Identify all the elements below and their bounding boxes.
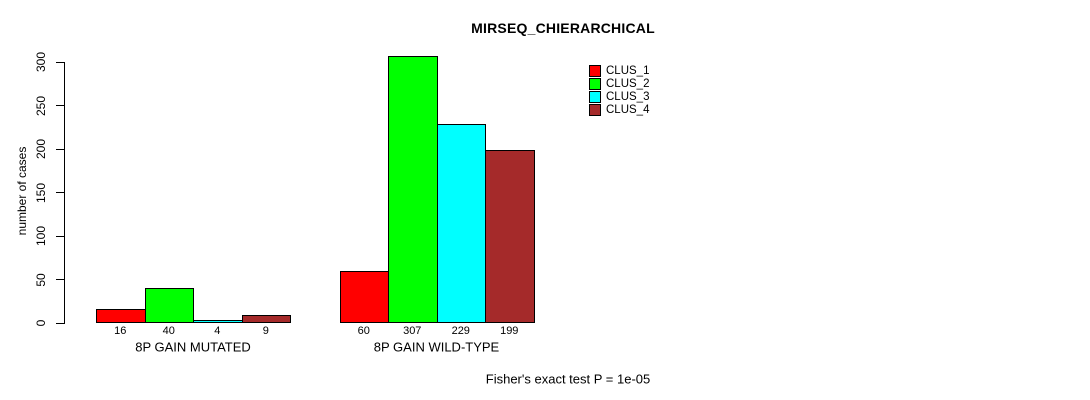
category-label-8p-gain-mutated: 8P GAIN MUTATED [135, 339, 251, 355]
y-tick-0 [56, 322, 64, 324]
bar-clus-4-8p-gain-wild-type [485, 150, 535, 323]
bar-value-clus-3-8p-gain-mutated: 4 [214, 325, 221, 337]
category-label-8p-gain-wild-type: 8P GAIN WILD-TYPE [373, 339, 500, 355]
bar-clus-1-8p-gain-wild-type [339, 271, 389, 323]
legend-item-clus-4: CLUS_4 [589, 104, 649, 116]
bar-clus-2-8p-gain-mutated [144, 288, 194, 323]
y-tick-300 [56, 61, 64, 63]
bar-clus-4-8p-gain-mutated [241, 315, 291, 323]
bar-value-clus-1-8p-gain-wild-type: 60 [357, 325, 370, 337]
y-tick-label-250: 250 [34, 95, 48, 116]
y-tick-50 [56, 279, 64, 281]
y-axis-line [64, 62, 65, 324]
legend-swatch-clus-2 [589, 78, 601, 90]
bar-value-clus-2-8p-gain-mutated: 40 [162, 325, 175, 337]
bar-value-clus-4-8p-gain-mutated: 9 [262, 325, 269, 337]
y-tick-250 [56, 105, 64, 107]
legend-swatch-clus-3 [589, 91, 601, 103]
legend-label-clus-4: CLUS_4 [606, 104, 650, 116]
bar-clus-3-8p-gain-wild-type [436, 124, 486, 323]
legend-item-clus-3: CLUS_3 [589, 91, 649, 103]
y-tick-label-0: 0 [34, 319, 48, 327]
y-tick-150 [56, 192, 64, 194]
y-tick-label-50: 50 [34, 272, 48, 287]
y-tick-100 [56, 235, 64, 237]
bar-value-clus-4-8p-gain-wild-type: 199 [500, 325, 519, 337]
y-tick-label-300: 300 [34, 52, 48, 73]
bar-clus-2-8p-gain-wild-type [388, 56, 438, 323]
y-tick-label-200: 200 [34, 139, 48, 160]
legend-item-clus-1: CLUS_1 [589, 65, 649, 77]
legend-swatch-clus-4 [589, 104, 601, 116]
legend-label-clus-3: CLUS_3 [606, 91, 650, 103]
bar-clus-1-8p-gain-mutated [96, 309, 146, 323]
stat-test-caption: Fisher's exact test P = 1e-05 [485, 371, 651, 387]
bar-value-clus-3-8p-gain-wild-type: 229 [451, 325, 470, 337]
legend-label-clus-1: CLUS_1 [606, 65, 650, 77]
chart-title: MIRSEQ_CHIERARCHICAL [471, 20, 655, 36]
y-tick-label-150: 150 [34, 182, 48, 203]
legend-label-clus-2: CLUS_2 [606, 78, 650, 90]
bar-value-clus-1-8p-gain-mutated: 16 [114, 325, 127, 337]
legend-item-clus-2: CLUS_2 [589, 78, 649, 90]
bar-clus-3-8p-gain-mutated [193, 320, 243, 323]
legend: CLUS_1 CLUS_2 CLUS_3 CLUS_4 [589, 65, 649, 116]
bar-value-clus-2-8p-gain-wild-type: 307 [403, 325, 422, 337]
legend-swatch-clus-1 [589, 65, 601, 77]
y-axis-label: number of cases [15, 146, 29, 236]
y-tick-200 [56, 148, 64, 150]
y-tick-label-100: 100 [34, 226, 48, 247]
